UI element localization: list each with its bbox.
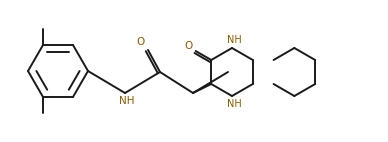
Text: O: O (185, 41, 193, 51)
Text: NH: NH (227, 99, 241, 109)
Text: O: O (136, 37, 144, 47)
Text: NH: NH (119, 96, 135, 106)
Text: NH: NH (227, 35, 241, 45)
